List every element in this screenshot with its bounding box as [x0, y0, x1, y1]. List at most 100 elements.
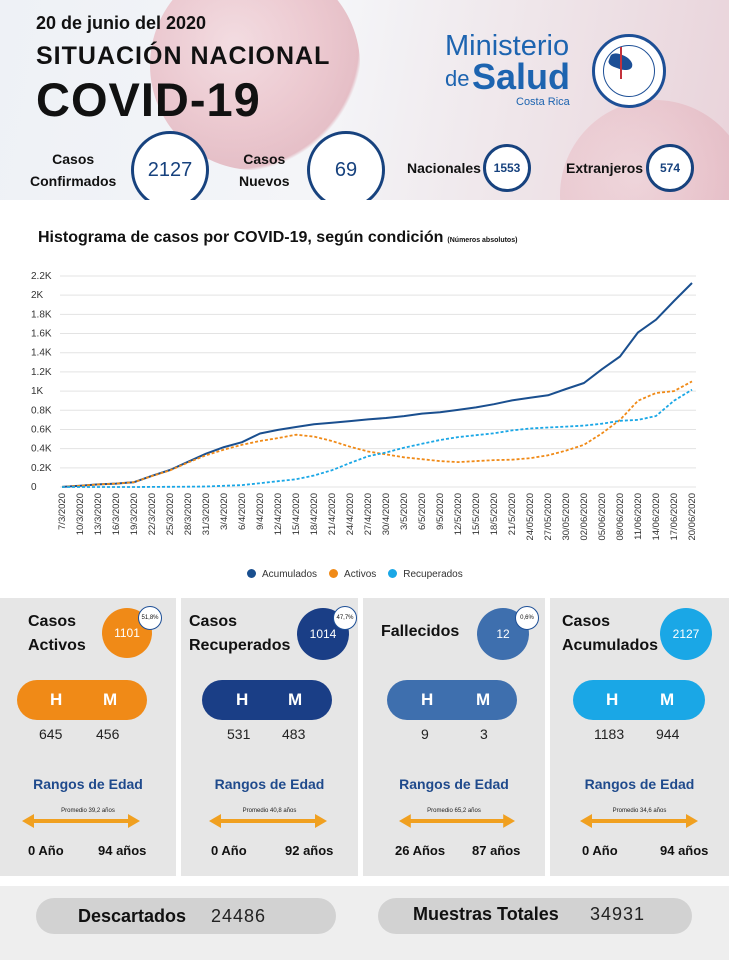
header: 20 de junio del 2020 SITUACIÓN NACIONAL … [0, 0, 729, 200]
y-tick-label: 1.2K [31, 367, 52, 378]
ministry-seal-icon [592, 34, 666, 108]
double-arrow-icon [399, 814, 515, 828]
x-tick-label: 15/5/2020 [471, 493, 482, 535]
panel-percent-badge: 51,8% [138, 606, 162, 630]
covid-title: COVID-19 [36, 73, 261, 126]
series-line-acumulados [61, 282, 693, 488]
edad-max: 87 años [472, 843, 521, 858]
x-tick-label: 21/4/2020 [327, 493, 338, 535]
edad-min: 0 Año [211, 843, 247, 858]
x-tick-label: 19/3/2020 [129, 493, 140, 535]
panel-percent-badge: 0,6% [515, 606, 539, 630]
edad-min: 0 Año [28, 843, 64, 858]
report-date: 20 de junio del 2020 [36, 13, 207, 33]
panel-value: 2127 [660, 608, 712, 660]
confirmados-label: Casos Confirmados [30, 151, 117, 189]
muestras-value: 34931 [590, 904, 646, 924]
x-tick-label: 24/4/2020 [345, 493, 356, 535]
rangos-edad-label: Rangos de Edad [33, 776, 143, 792]
hombres-count: 9 [421, 726, 429, 742]
x-tick-label: 12/4/2020 [273, 493, 284, 535]
extranjeros-value: 574 [646, 144, 694, 192]
y-tick-label: 2K [31, 290, 44, 301]
rangos-edad-label: Rangos de Edad [214, 776, 325, 792]
rangos-edad-label: Rangos de Edad [584, 776, 695, 792]
y-tick-label: 2.2K [31, 271, 52, 282]
y-tick-label: 0.8K [31, 405, 52, 416]
nacionales-value: 1553 [483, 144, 531, 192]
x-tick-label: 31/3/2020 [201, 493, 212, 535]
y-tick-label: 1.8K [31, 309, 52, 320]
x-tick-label: 16/3/2020 [111, 493, 122, 535]
x-tick-label: 11/06/2020 [633, 493, 644, 540]
promedio-edad: Promedio 65,2 años [427, 808, 481, 814]
x-tick-label: 22/3/2020 [147, 493, 158, 535]
panel-title: Casos Recuperados [189, 613, 291, 654]
legend-activos: Activos [329, 569, 376, 580]
chart-title: Histograma de casos por COVID-19, según … [38, 229, 518, 246]
edad-min: 26 Años [395, 843, 446, 858]
hombres-count: 531 [227, 726, 251, 742]
nacionales-label: Nacionales [407, 160, 481, 176]
y-tick-label: 1.4K [31, 348, 52, 359]
y-tick-label: 0.6K [31, 424, 52, 435]
x-tick-label: 18/5/2020 [489, 493, 500, 535]
y-tick-label: 0 [31, 482, 37, 493]
edad-min: 0 Año [582, 843, 618, 858]
x-tick-label: 12/5/2020 [453, 493, 464, 535]
chart-subtitle: (Números absolutos) [447, 237, 518, 244]
double-arrow-icon [580, 814, 698, 828]
cases-line-chart: 0 0.2K 0.4K 0.6K 0.8K 1K 1.2K 1.4K 1.6K 1.8K 2K 2.2… [31, 271, 698, 541]
legend-recuperados: Recuperados [388, 569, 463, 580]
logo-de: de [445, 66, 470, 91]
x-tick-label: 24/05/2020 [525, 493, 536, 541]
muestras-pill: Muestras Totales 34931 [378, 898, 692, 934]
x-tick-label: 08/06/2020 [615, 493, 626, 541]
situacion-title: SITUACIÓN NACIONAL [36, 42, 331, 70]
series-line-recuperados [62, 388, 693, 488]
promedio-edad: Promedio 40,8 años [242, 808, 297, 814]
virus-illustration [560, 100, 729, 200]
nuevos-label: Casos Nuevos [239, 151, 290, 189]
x-tick-label: 02/06/2020 [579, 493, 590, 541]
x-tick-label: 15/4/2020 [291, 493, 302, 535]
double-arrow-icon [22, 814, 140, 828]
x-tick-label: 17/06/2020 [669, 493, 680, 541]
y-tick-label: 0.4K [31, 444, 52, 455]
hombres-count: 1183 [594, 726, 625, 742]
x-tick-label: 9/4/2020 [255, 493, 266, 530]
x-tick-label: 6/5/2020 [417, 493, 428, 530]
promedio-edad: Promedio 34,6 años [612, 808, 667, 814]
descartados-label: Descartados [78, 906, 187, 926]
edad-max: 94 años [98, 843, 147, 858]
x-tick-label: 9/5/2020 [435, 493, 446, 530]
hombres-count: 645 [39, 726, 63, 742]
nuevos-value: 69 [307, 131, 385, 200]
descartados-pill: Descartados 24486 [36, 898, 336, 934]
series-line-activos [61, 380, 693, 488]
x-tick-label: 30/05/2020 [561, 493, 572, 541]
confirmados-value: 2127 [131, 131, 209, 200]
x-tick-label: 27/4/2020 [363, 493, 374, 535]
panel-title: Fallecidos [381, 623, 460, 640]
descartados-value: 24486 [211, 906, 267, 926]
x-tick-label: 20/06/2020 [687, 493, 698, 541]
footer: Descartados 24486 Muestras Totales 34931 [0, 886, 729, 960]
panel-percent-badge: 47,7% [333, 606, 357, 630]
y-tick-label: 1K [31, 386, 44, 397]
x-tick-label: 27/05/2020 [543, 493, 554, 541]
legend-acumulados: Acumulados [247, 569, 317, 580]
x-tick-label: 21/5/2020 [507, 493, 518, 535]
x-tick-label: 30/4/2020 [381, 493, 392, 535]
x-tick-label: 3/5/2020 [399, 493, 410, 530]
panel-title: Casos Acumulados [562, 613, 659, 654]
